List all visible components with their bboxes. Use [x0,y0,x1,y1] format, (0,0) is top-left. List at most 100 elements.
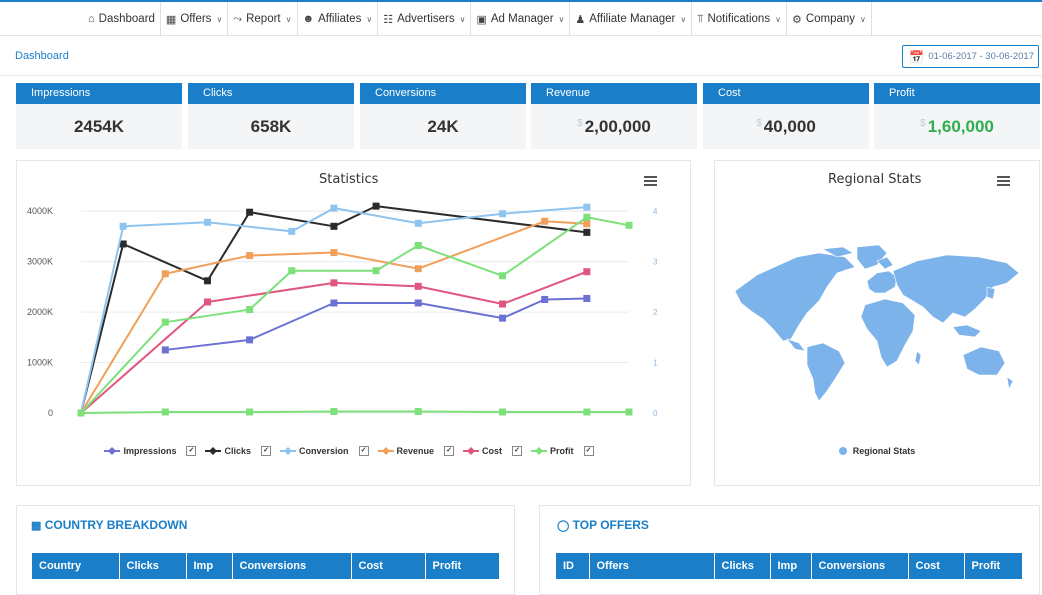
legend-item-profit[interactable]: Profit ✓ [531,446,594,456]
data-point [203,298,211,306]
legend-label: Revenue [396,446,435,456]
column-header[interactable]: Country [32,553,120,579]
legend-item-impressions[interactable]: Impressions ✓ [104,446,197,456]
map-menu-icon[interactable] [997,176,1010,186]
data-point [541,217,549,225]
nav-item-affiliate-manager[interactable]: ♟ Affiliate Manager ∨ [570,2,693,36]
data-point [246,252,254,260]
regional-legend-label: Regional Stats [852,446,916,456]
legend-item-cost[interactable]: Cost ✓ [463,446,523,456]
nav-item-report[interactable]: ⤳ Report ∨ [228,2,298,36]
data-point [246,208,254,216]
data-point [625,221,633,229]
chevron-down-icon: ∨ [216,14,223,24]
y-left-tick-label: 3000K [27,257,53,267]
card-impressions: Impressions 2454K [16,83,182,149]
data-point [414,241,422,249]
regional-stats-panel: Regional Stats Regiona [714,160,1040,486]
data-point [372,202,380,210]
card-value: 2454K [73,117,125,136]
regional-legend[interactable]: Regional Stats [715,446,1039,456]
data-point [246,336,254,344]
card-label: Clicks [188,83,354,104]
data-point [161,270,169,278]
legend-item-revenue[interactable]: Revenue ✓ [377,446,455,456]
data-point [330,222,338,230]
nav-item-offers[interactable]: ▦ Offers ∨ [161,2,229,36]
nav-item-label: Dashboard [98,13,155,25]
legend-checkbox[interactable]: ✓ [186,446,197,456]
breadcrumb[interactable]: Dashboard [15,50,69,62]
card-cost: Cost $40,000 [703,83,869,149]
data-point [414,407,422,415]
legend-checkbox[interactable]: ✓ [583,446,594,456]
users-icon: ☻ [302,13,315,25]
data-point [330,299,338,307]
home-icon: ⌂ [88,13,95,25]
nav-item-label: Ad Manager [490,13,554,25]
column-header[interactable]: ID [556,553,590,579]
chart-menu-icon[interactable] [644,176,657,186]
data-point [499,210,507,218]
data-point [246,306,254,314]
data-point [414,265,422,273]
legend-item-conversion[interactable]: Conversion ✓ [280,446,369,456]
top-offers-heading: ◯ TOP OFFERS [557,518,649,532]
column-header[interactable]: Imp [770,553,812,579]
nav-item-label: Affiliate Manager [589,13,676,25]
nav-item-notifications[interactable]: ⫪ Notifications ∨ [692,2,787,36]
data-point [330,204,338,212]
column-header[interactable]: Conversions [232,553,352,579]
comment-icon: ◯ [557,520,570,532]
currency-symbol: $ [577,118,583,129]
legend-item-clicks[interactable]: Clicks ✓ [205,446,271,456]
currency-symbol: $ [756,118,762,129]
card-label: Profit [874,83,1040,104]
nav-item-company[interactable]: ⚙ Company ∨ [787,2,872,36]
column-header[interactable]: Profit [425,553,500,579]
legend-label: Cost [482,446,503,456]
card-value: 24K [427,117,459,136]
legend-label: Impressions [123,446,177,456]
column-header[interactable]: Clicks [714,553,771,579]
column-header[interactable]: Cost [351,553,426,579]
legend-dot-icon [838,447,847,455]
line-chart-icon: ⤳ [233,12,243,25]
column-header[interactable]: Offers [589,553,715,579]
top-navbar: ⌂ Dashboard ▦ Offers ∨ ⤳ Report ∨ ☻ Affiliates ∨ ☷ A… [0,0,1042,36]
column-header[interactable]: Imp [186,553,233,579]
legend-checkbox[interactable]: ✓ [512,446,523,456]
y-left-tick-label: 1000K [27,358,53,368]
top-offers-panel: ◯ TOP OFFERS ID Offers Clicks Imp Conver… [539,505,1040,595]
column-header[interactable]: Clicks [119,553,187,579]
data-point [330,249,338,257]
column-header[interactable]: Cost [908,553,965,579]
column-header[interactable]: Conversions [811,553,909,579]
nav-item-ad-manager[interactable]: ▣ Ad Manager ∨ [471,2,571,36]
data-point [77,409,85,417]
legend-checkbox[interactable]: ✓ [358,446,369,456]
legend-marker-icon [205,447,222,455]
card-label: Revenue [531,83,697,104]
date-range-picker[interactable]: 📅 01-06-2017 - 30-06-2017 [902,45,1039,68]
data-point [583,294,591,302]
nav-item-label: Notifications [707,13,771,25]
y-right-tick-label: 2 [653,308,658,317]
y-left-tick-label: 0 [48,408,53,418]
legend-checkbox[interactable]: ✓ [444,446,455,456]
column-header[interactable]: Profit [964,553,1023,579]
nav-item-dashboard[interactable]: ⌂ Dashboard [83,2,161,36]
nav-item-label: Company [805,13,856,25]
legend-checkbox[interactable]: ✓ [261,446,271,456]
y-right-tick-label: 0 [653,409,658,418]
bar-chart-icon: ▩ [31,520,42,532]
data-point [203,218,211,226]
data-point [499,408,507,416]
country-breakdown-heading: ▩ COUNTRY BREAKDOWN [31,518,188,532]
nav-item-affiliates[interactable]: ☻ Affiliates ∨ [298,2,379,36]
data-point [246,408,254,416]
nav-item-advertisers[interactable]: ☷ Advertisers ∨ [378,2,472,36]
date-range-value: 01-06-2017 - 30-06-2017 [928,51,1034,62]
nav-item-label: Advertisers [397,13,455,25]
legend-marker-icon [104,447,121,455]
